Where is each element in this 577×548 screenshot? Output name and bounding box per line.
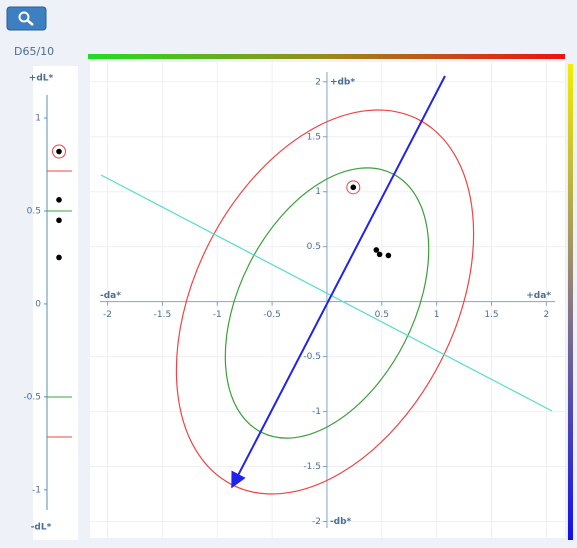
chroma-arrow [231,75,446,489]
x-tick-label: -1 [213,310,222,320]
y-tick-label: -1.5 [303,462,321,472]
highlight-ring [52,144,66,159]
axis-label: -dL* [31,523,52,533]
y-tick-label: -0.5 [23,392,41,402]
point [56,217,62,224]
y-tick-label: -0.5 [303,352,321,362]
search-button[interactable] [6,6,47,31]
y-tick-label: 1 [315,187,321,197]
x-tick-label: 1.5 [484,310,498,320]
dl-chart: -1 -0.5 0 0.5 1 +dL* -dL* [23,74,72,533]
y-tick-label: 0.5 [27,206,41,216]
x-tick-label: -1.5 [154,310,172,320]
y-tick-label: 0.5 [307,242,321,252]
point [385,252,392,259]
y-tick-label: 1 [35,114,41,124]
point [56,148,62,155]
illuminant: D65/10 [14,45,54,58]
axis-label: +da* [526,291,551,301]
point [373,247,380,253]
axis-label: -db* [330,517,352,527]
x-tick-label: 1 [434,310,440,320]
axis-label: +dL* [29,74,54,84]
dadb-chart: -2 -1.5 -1 -0.5 0.5 1 1.5 2 -2 -1.5 -1 -0.5 0.5 1 1.5 2… [90,62,565,538]
chroma-bar [568,64,573,540]
point [56,197,62,203]
x-tick-label: 2 [543,310,549,320]
axis-label: +db* [330,77,355,87]
y-tick-label: 1.5 [307,132,321,142]
y-tick-label: -1 [32,485,41,495]
axis-label: -da* [100,291,121,301]
hue-bar [88,54,565,59]
point [376,251,383,258]
y-tick-label: 2 [315,77,321,87]
x-tick-label: -2 [103,310,112,320]
hue-line [100,174,553,412]
y-tick-label: -2 [312,517,321,527]
point [56,254,62,261]
highlight-ring [346,180,361,195]
x-tick-label: -0.5 [263,310,281,320]
dadb-panel [90,62,565,538]
point [350,184,357,191]
x-tick-label: 0.5 [375,310,389,320]
y-tick-label: -1 [312,407,321,417]
y-tick-label: 0 [35,299,41,309]
dl-panel [33,66,78,540]
